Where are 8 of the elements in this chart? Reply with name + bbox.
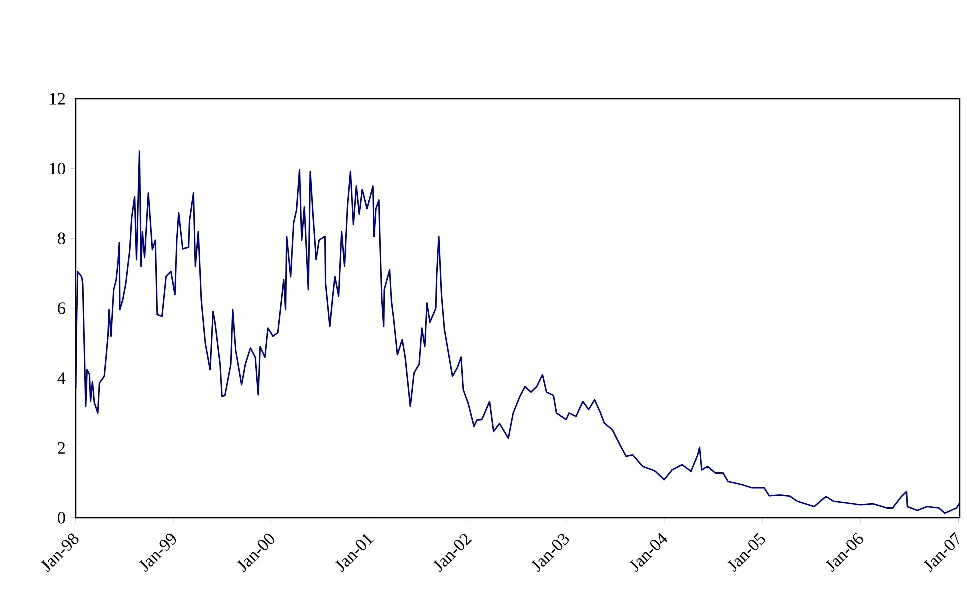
y-tick-label: 6 [58, 302, 66, 314]
line-series [75, 150, 960, 514]
y-tick-label: 10 [50, 162, 66, 175]
y-tick-label: 4 [58, 372, 66, 384]
y-tick-label: 8 [58, 232, 66, 244]
y-tick-label: 0 [58, 512, 66, 524]
y-tick-label: 2 [58, 442, 66, 454]
y-tick-label: 12 [50, 93, 66, 105]
